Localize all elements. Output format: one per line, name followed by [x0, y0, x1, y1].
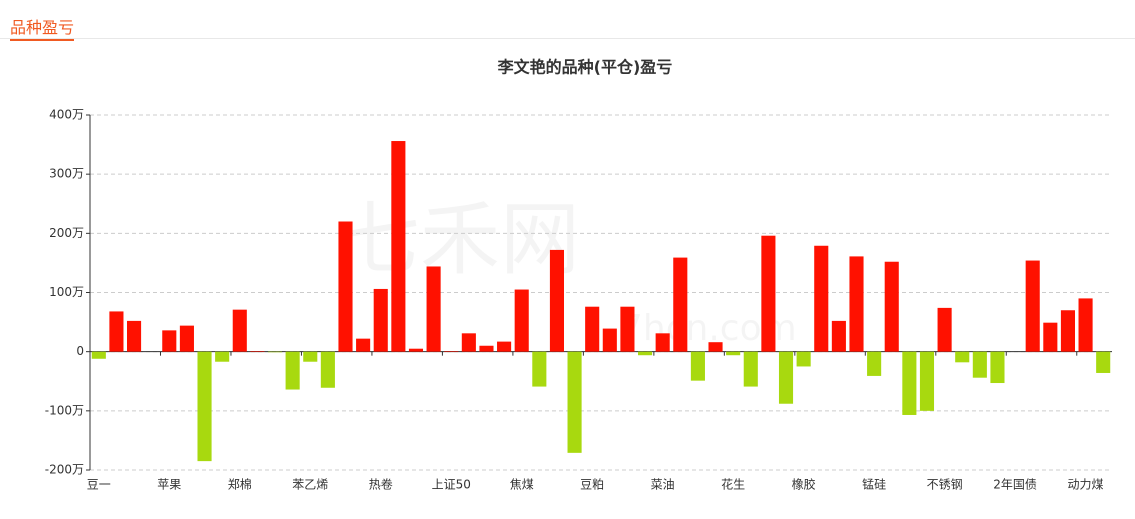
bar — [655, 333, 670, 352]
y-tick-label: -100万 — [45, 403, 84, 417]
bar — [567, 351, 582, 453]
bar — [197, 351, 212, 462]
bar — [972, 351, 987, 378]
bar — [796, 351, 811, 367]
x-tick-label: 焦煤 — [510, 478, 534, 492]
x-tick-label: 锰硅 — [862, 477, 886, 492]
bar — [849, 256, 864, 352]
x-tick-label: 菜油 — [651, 478, 675, 492]
y-tick-label: 400万 — [49, 108, 84, 122]
bar — [1025, 260, 1040, 352]
x-tick-label: 豆粕 — [580, 477, 604, 492]
bar — [391, 141, 406, 352]
bar — [549, 249, 564, 352]
bar — [479, 345, 494, 352]
bar — [461, 333, 476, 352]
tab[interactable]: 品种盈亏 — [10, 14, 75, 41]
bar — [250, 351, 265, 352]
bar — [162, 330, 177, 352]
watermark: 七禾网 — [340, 193, 580, 286]
x-tick-label: 动力煤 — [1068, 478, 1104, 492]
x-tick-label: 不锈钢 — [927, 478, 963, 492]
y-tick-label: 100万 — [49, 285, 84, 299]
bar — [884, 261, 899, 352]
x-tick-label: 苯乙烯 — [292, 478, 328, 492]
x-tick-label: 豆一 — [87, 478, 111, 492]
bar — [585, 306, 600, 352]
bar — [215, 351, 230, 362]
x-tick-label: 上证50 — [432, 478, 471, 492]
bar — [1060, 310, 1075, 352]
x-tick-label: 2年国债 — [993, 478, 1037, 492]
x-tick-label: 热卷 — [369, 477, 393, 492]
bar — [338, 221, 353, 352]
bar — [867, 351, 882, 376]
bar — [444, 351, 459, 352]
bar — [814, 245, 829, 352]
bar — [638, 351, 653, 356]
bar — [955, 351, 970, 363]
bar — [937, 307, 952, 352]
divider — [0, 38, 1135, 39]
bar — [109, 311, 124, 352]
bar — [356, 338, 371, 352]
bar — [514, 289, 529, 352]
bar — [726, 351, 741, 356]
bar — [232, 309, 247, 352]
bar — [1096, 351, 1111, 373]
y-tick-label: -200万 — [45, 463, 84, 477]
bar — [285, 351, 300, 390]
bar — [620, 306, 635, 352]
bar — [831, 320, 846, 352]
bar — [778, 351, 794, 404]
bar — [497, 341, 512, 352]
bar — [990, 351, 1005, 384]
bar — [602, 328, 617, 352]
bar — [320, 351, 335, 388]
bar — [267, 351, 283, 353]
bar — [743, 351, 758, 387]
y-tick-label: 200万 — [49, 226, 84, 240]
bar — [373, 288, 388, 352]
bar — [426, 266, 441, 352]
bar — [408, 348, 424, 352]
bar — [690, 351, 705, 381]
bar — [708, 342, 723, 352]
y-tick-label: 0 — [76, 344, 84, 358]
y-tick-label: 300万 — [49, 167, 84, 181]
bar — [761, 235, 776, 352]
x-tick-label: 花生 — [721, 477, 745, 492]
bar — [91, 351, 106, 359]
bar — [919, 351, 935, 411]
bar — [902, 351, 917, 415]
bar — [127, 320, 142, 352]
x-tick-label: 橡胶 — [792, 477, 816, 492]
bar — [673, 257, 688, 352]
bar — [532, 351, 547, 387]
bar — [303, 351, 318, 362]
x-tick-label: 苹果 — [157, 478, 181, 492]
chart-title: 李文艳的品种(平仓)盈亏 — [497, 58, 673, 77]
bar — [1078, 298, 1093, 352]
bar — [179, 325, 194, 352]
bar — [1043, 322, 1058, 352]
x-tick-label: 郑棉 — [228, 477, 252, 492]
